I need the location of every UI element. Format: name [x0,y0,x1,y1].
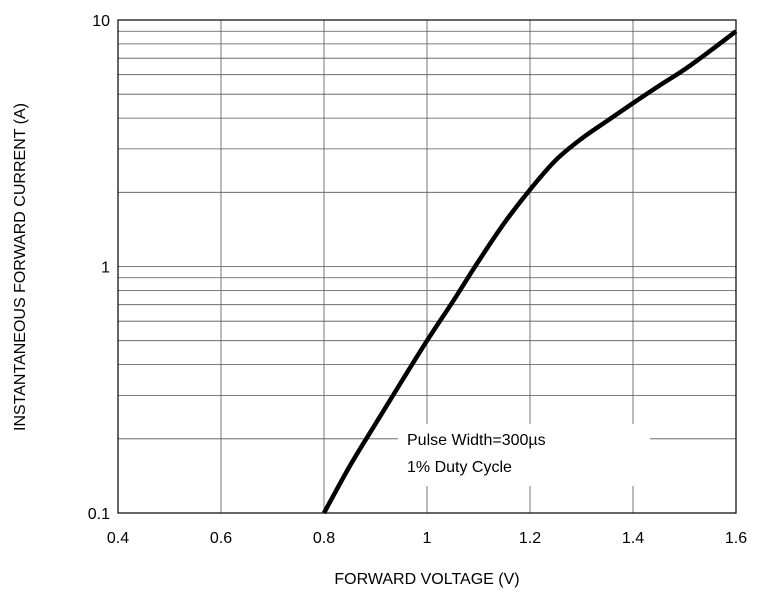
annotation-pulse-width: Pulse Width=300µs [407,432,546,449]
annotation-background [398,424,650,486]
x-tick-label: 1.4 [622,530,644,547]
plot-frame [117,19,737,514]
x-tick-label: 1.6 [725,530,747,547]
x-tick-label: 1 [423,530,432,547]
annotation-duty-cycle: 1% Duty Cycle [407,459,512,476]
y-tick-label: 1 [101,260,110,277]
tick-labels: 0.4 0.6 0.8 1 1.2 1.4 1.6 0.1 1 10 [88,13,747,547]
y-axis-title: INSTANTANEOUS FORWARD CURRENT (A) [12,103,29,431]
y-tick-label: 0.1 [88,506,110,523]
x-tick-label: 0.8 [313,530,335,547]
x-tick-label: 0.6 [210,530,232,547]
x-tick-label: 1.2 [519,530,541,547]
curve-layer [322,29,738,515]
y-tick-label: 10 [92,13,110,30]
x-tick-label: 0.4 [107,530,129,547]
forward-current-curve [322,29,738,515]
x-axis-title: FORWARD VOLTAGE (V) [334,571,519,588]
